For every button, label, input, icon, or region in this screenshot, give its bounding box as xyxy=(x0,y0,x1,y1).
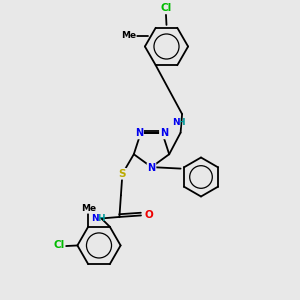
Text: O: O xyxy=(144,210,153,220)
Text: Cl: Cl xyxy=(160,3,172,14)
Text: N: N xyxy=(160,128,168,139)
Text: S: S xyxy=(119,169,126,179)
Text: Cl: Cl xyxy=(53,240,64,250)
Text: N: N xyxy=(91,214,99,223)
Text: N: N xyxy=(135,128,143,139)
Text: N: N xyxy=(172,118,180,127)
Text: Me: Me xyxy=(81,204,96,213)
Text: Me: Me xyxy=(121,31,136,40)
Text: N: N xyxy=(147,163,156,173)
Text: H: H xyxy=(178,118,185,127)
Text: H: H xyxy=(97,214,105,223)
